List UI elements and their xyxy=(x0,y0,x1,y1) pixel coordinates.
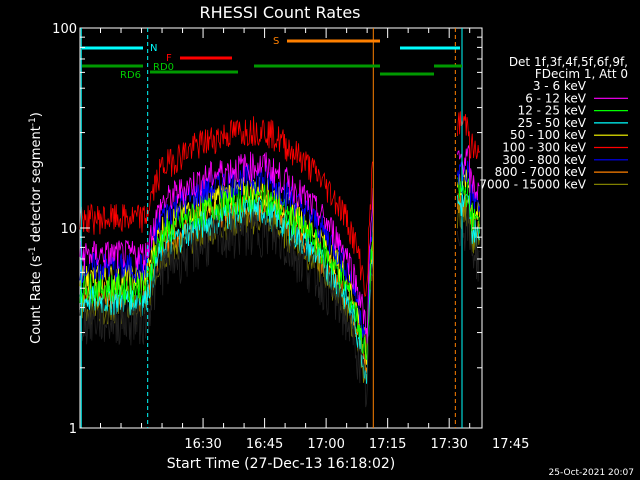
legend-label-2: 12 - 25 keV xyxy=(518,104,587,118)
series-line-0-segment-2 xyxy=(457,203,480,282)
y-tick-label: 10 xyxy=(60,222,77,237)
timestamp: 25-Oct-2021 20:07 xyxy=(549,468,634,478)
series-line-1-segment-1 xyxy=(79,151,374,344)
legend-label-3: 25 - 50 keV xyxy=(518,116,587,130)
series-line-1-segment-2 xyxy=(457,145,480,201)
chart-title: RHESSI Count Rates xyxy=(200,3,361,22)
legend-label-1: 6 - 12 keV xyxy=(525,91,587,105)
flag-label-rd0: RD0 xyxy=(153,62,174,73)
legend-label-8: 7000 - 15000 keV xyxy=(479,177,586,191)
x-tick-label: 17:15 xyxy=(369,437,406,452)
series-line-6-segment-1 xyxy=(79,163,374,338)
series-line-0-segment-1 xyxy=(79,209,374,408)
legend-label-6: 300 - 800 keV xyxy=(502,153,586,167)
y-tick-label: 100 xyxy=(52,22,77,37)
legend-header-line-1: Det 1f,3f,4f,5f,6f,9f, xyxy=(509,55,628,69)
flag-label-f: F xyxy=(166,53,172,64)
y-axis-label: Count Rate (s-1 detector segment-1) xyxy=(28,112,44,344)
y-axis-label-end: ) xyxy=(29,112,44,117)
flag-label-s: S xyxy=(273,36,279,47)
legend-header-line-2: FDecim 1, Att 0 xyxy=(535,67,628,81)
flag-label-rd6: RD6 xyxy=(120,70,141,81)
series-line-5-segment-1 xyxy=(79,116,374,298)
y-axis-label-mid: detector segment xyxy=(29,126,44,246)
legend-label-7: 800 - 7000 keV xyxy=(495,165,587,179)
legend-label-0: 3 - 6 keV xyxy=(533,79,587,93)
y-tick-label: 1 xyxy=(69,422,77,437)
x-tick-label: 17:00 xyxy=(307,437,344,452)
y-axis-label-sup2: -1 xyxy=(28,117,38,126)
x-tick-label: 16:30 xyxy=(184,437,221,452)
series-line-2-segment-2 xyxy=(457,176,480,234)
y-axis-label-sup1: -1 xyxy=(28,246,38,255)
series-line-6-segment-2 xyxy=(457,160,480,212)
x-tick-label: 17:30 xyxy=(430,437,467,452)
x-axis-label: Start Time (27-Dec-13 16:18:02) xyxy=(167,456,395,472)
legend: Det 1f,3f,4f,5f,6f,9f, FDecim 1, Att 0 3… xyxy=(479,55,628,191)
series-line-4-segment-2 xyxy=(457,169,480,221)
series-line-2-segment-1 xyxy=(79,183,374,361)
series-line-5-segment-2 xyxy=(457,111,480,159)
series-layer xyxy=(79,111,480,408)
legend-label-5: 100 - 300 keV xyxy=(502,141,586,155)
legend-label-4: 50 - 100 keV xyxy=(510,128,587,142)
x-axis-ticks: 16:30 16:45 17:00 17:15 17:30 17:45 xyxy=(79,28,529,452)
plot-frame xyxy=(79,27,483,429)
y-axis-label-main: Count Rate (s xyxy=(29,255,44,344)
x-tick-label: 16:45 xyxy=(246,437,283,452)
x-tick-label: 17:45 xyxy=(492,437,529,452)
y-axis-ticks: 1 10 100 xyxy=(52,22,482,437)
flag-label-n: N xyxy=(150,43,157,54)
